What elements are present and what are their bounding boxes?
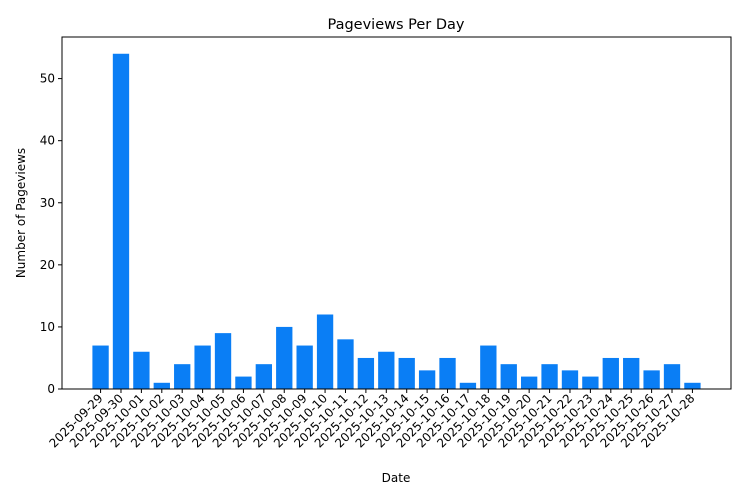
y-tick-label: 30	[40, 196, 55, 210]
bar	[643, 370, 660, 389]
bar	[378, 351, 395, 389]
bar	[276, 326, 293, 389]
y-tick-label: 20	[40, 258, 55, 272]
plot-frame	[61, 36, 732, 390]
bar	[602, 357, 619, 389]
bar	[296, 345, 313, 389]
bar	[541, 364, 558, 389]
bar	[214, 333, 232, 389]
bar	[255, 364, 273, 389]
bar	[153, 382, 170, 389]
bar	[337, 339, 354, 389]
bar	[439, 357, 456, 389]
bar	[500, 364, 517, 389]
bar	[561, 370, 579, 389]
y-tick-label: 0	[47, 382, 55, 396]
y-tick-label: 10	[40, 320, 55, 334]
chart-title: Pageviews Per Day	[327, 17, 464, 33]
bar	[194, 345, 211, 389]
bar	[398, 357, 415, 389]
bar	[623, 357, 640, 389]
y-tick-label: 50	[40, 72, 55, 86]
bar	[459, 382, 477, 389]
bar	[520, 376, 538, 389]
bar	[316, 314, 334, 389]
bar	[684, 382, 701, 389]
bar	[357, 357, 375, 389]
bar	[174, 364, 191, 389]
bar	[663, 364, 681, 389]
y-tick-label: 40	[40, 134, 55, 148]
bar	[92, 345, 109, 389]
bar	[112, 53, 130, 390]
bar	[133, 351, 150, 389]
bar	[480, 345, 497, 389]
bar	[235, 376, 252, 389]
bar	[418, 370, 436, 389]
bar	[582, 376, 599, 389]
x-axis-label: Date	[382, 471, 411, 485]
y-axis-label: Number of Pageviews	[14, 148, 28, 278]
